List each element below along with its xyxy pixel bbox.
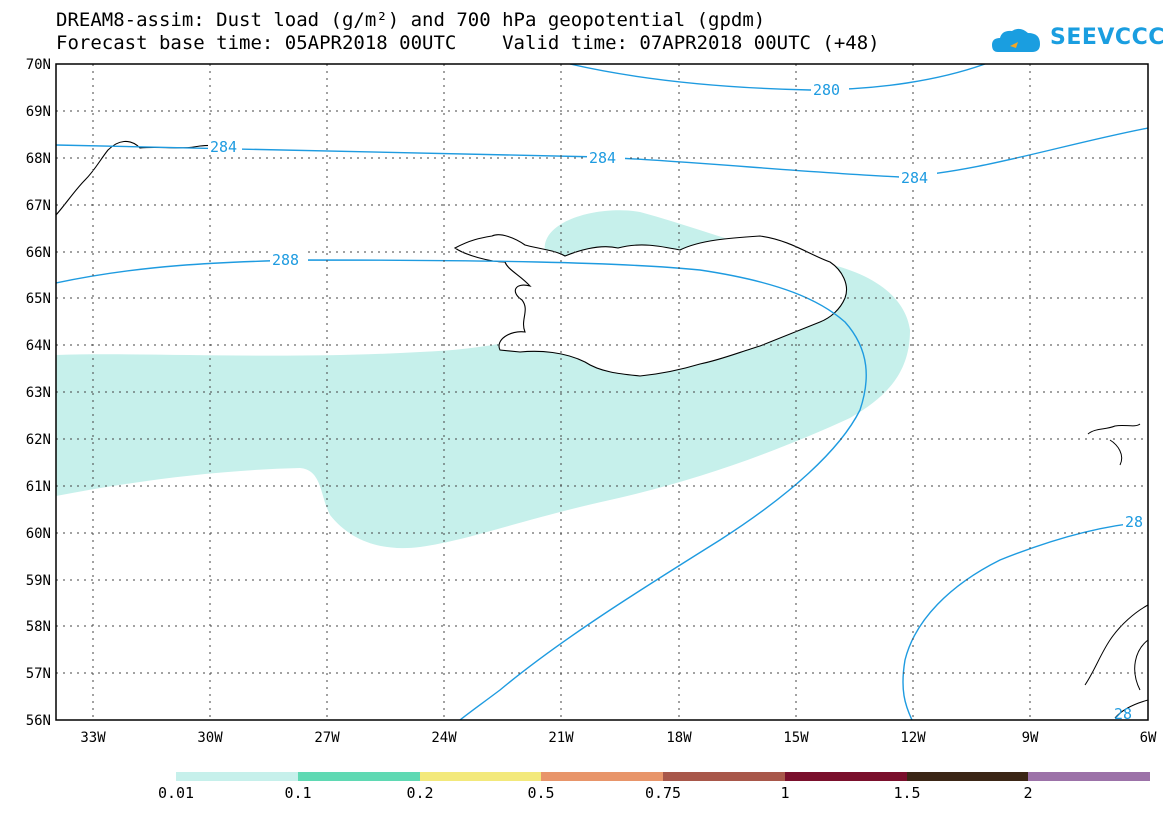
greenland-coast (56, 140, 236, 216)
map-frame (55, 63, 1149, 721)
lon-tick-label: 15W (783, 730, 809, 746)
contour-label: 280 (813, 81, 840, 99)
colorbar-label: 0.2 (406, 784, 434, 802)
lat-tick-label: 70N (26, 57, 51, 73)
chart-title-line-2: Forecast base time: 05APR2018 00UTC Vali… (56, 32, 880, 54)
lon-tick-label: 30W (197, 730, 223, 746)
colorbar-segment (1028, 772, 1150, 781)
scotland-coast (1084, 604, 1148, 719)
contour-label: 28 (1114, 705, 1132, 723)
lat-tick-label: 66N (26, 245, 51, 261)
lon-tick-label: 18W (666, 730, 692, 746)
colorbar-label: 1 (780, 784, 790, 802)
colorbar-label: 0.75 (644, 784, 682, 802)
lat-tick-label: 64N (26, 338, 51, 354)
iceland-outline (453, 234, 848, 377)
lon-tick-label: 12W (900, 730, 926, 746)
lat-tick-label: 56N (26, 713, 51, 729)
lat-tick-label: 61N (26, 479, 51, 495)
logo-text: SEEVCCC (1050, 25, 1165, 50)
colorbar-segment (785, 772, 907, 781)
contour-label: 288 (272, 251, 299, 269)
lat-tick-label: 69N (26, 104, 51, 120)
lon-tick-label: 27W (314, 730, 340, 746)
lon-tick-label: 9W (1022, 730, 1039, 746)
contour-label: 284 (210, 138, 237, 156)
lat-tick-label: 65N (26, 291, 51, 307)
contour-284 (56, 127, 1148, 178)
colorbar-label: 0.1 (284, 784, 312, 802)
colorbar-segment (663, 772, 785, 781)
lat-axis: 70N 69N 68N 67N 66N 65N 64N 63N 62N 61N … (26, 57, 51, 729)
contour-28-right (902, 521, 1148, 720)
colorbar-label: 0.5 (527, 784, 555, 802)
contour-label: 284 (901, 169, 928, 187)
colorbar-segment (176, 772, 298, 781)
lat-tick-label: 60N (26, 526, 51, 542)
lon-tick-label: 6W (1140, 730, 1157, 746)
colorbar-label: 0.01 (157, 784, 195, 802)
contour-label: 28 (1125, 513, 1143, 531)
colorbar-label: 2 (1023, 784, 1033, 802)
lon-tick-label: 21W (548, 730, 574, 746)
lat-tick-label: 58N (26, 619, 51, 635)
colorbar-segment (420, 772, 541, 781)
cloud-icon (992, 28, 1040, 52)
colorbar-segment (541, 772, 663, 781)
colorbar-label: 1.5 (893, 784, 921, 802)
contour-280 (569, 64, 986, 91)
lat-tick-label: 57N (26, 666, 51, 682)
lat-tick-label: 63N (26, 385, 51, 401)
lat-tick-label: 59N (26, 573, 51, 589)
colorbar-segment (298, 772, 420, 781)
lat-tick-label: 67N (26, 198, 51, 214)
lon-axis: 33W 30W 27W 24W 21W 18W 15W 12W 9W 6W (80, 730, 1157, 746)
colorbar-segment (907, 772, 1028, 781)
lon-tick-label: 33W (80, 730, 106, 746)
chart-title-line-1: DREAM8-assim: Dust load (g/m²) and 700 h… (56, 9, 766, 31)
lat-tick-label: 68N (26, 151, 51, 167)
contour-label: 284 (589, 149, 616, 167)
lon-tick-label: 24W (431, 730, 457, 746)
lat-tick-label: 62N (26, 432, 51, 448)
faroe-islands (1087, 423, 1141, 466)
